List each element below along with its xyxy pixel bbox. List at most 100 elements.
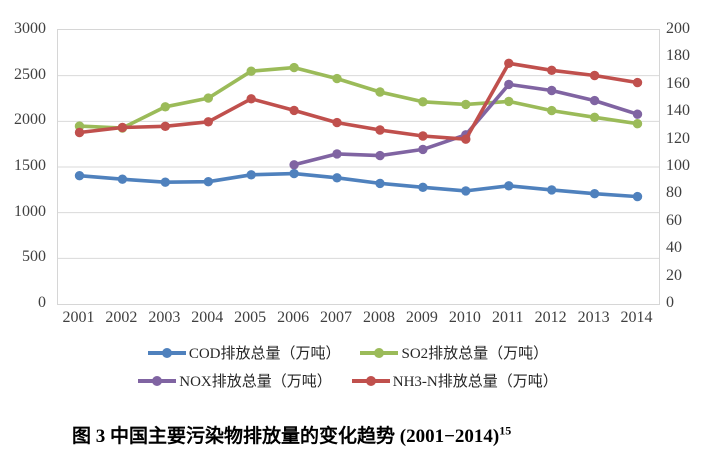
legend-line-marker-icon [360,347,399,358]
series-marker-3 [117,122,128,133]
series-marker-1 [504,96,514,107]
series-marker-0 [418,182,428,192]
series-marker-0 [375,178,385,189]
x-axis-tick: 2011 [492,309,524,326]
series-marker-1 [203,93,213,103]
series-marker-0 [547,185,557,195]
series-marker-2 [504,79,514,90]
y-axis-left-tick: 1000 [14,202,46,220]
series-marker-1 [246,66,256,76]
legend-label: SO2排放总量（万吨） [401,346,549,362]
series-marker-3 [246,94,256,104]
x-axis-tick: 2008 [362,309,395,326]
series-marker-0 [504,181,514,191]
x-axis-tick: 2006 [277,309,310,326]
legend-marker-dot [161,347,172,358]
series-marker-1 [418,97,428,107]
x-axis-tick: 2013 [577,309,610,326]
x-axis-tick: 2012 [534,309,567,326]
series-marker-1 [547,105,557,116]
x-axis-tick: 2004 [191,309,224,326]
series-line-1 [77,65,640,130]
series-marker-0 [117,174,128,184]
series-marker-1 [375,87,385,97]
series-marker-3 [289,105,299,116]
legend-row: NOX排放总量（万吨） NH3-N排放总量（万吨） [138,370,558,391]
y-axis-right-tick: 100 [666,157,690,174]
series-marker-2 [289,160,299,170]
y-axis-right-tick: 60 [666,211,682,229]
legend-item: NOX排放总量（万吨） [138,370,332,391]
x-axis-tick: 2009 [405,309,438,326]
y-axis-right-tick: 180 [666,47,690,65]
x-axis-tick: 2003 [148,309,181,326]
y-axis-right-tick: 160 [666,74,690,92]
series-marker-0 [589,189,600,199]
series-marker-0 [246,170,256,180]
series-marker-3 [160,121,170,131]
y-axis-right-tick: 0 [666,294,674,311]
series-marker-3 [632,77,643,88]
legend-item: COD排放总量（万吨） [147,342,340,363]
x-axis-tick: 2010 [448,309,481,326]
series-marker-2 [375,150,385,161]
legend-row: COD排放总量（万吨） SO2排放总量（万吨） [147,342,548,363]
legend-line-marker-icon [138,375,177,386]
series-line-3 [77,61,640,141]
chart-canvas [58,58,659,259]
series-marker-3 [332,117,342,128]
legend-item: SO2排放总量（万吨） [360,342,548,363]
y-axis-left-tick: 1500 [14,157,46,174]
y-axis-right-tick: 40 [666,239,682,257]
series-marker-3 [418,131,428,141]
series-marker-2 [418,144,428,155]
series-marker-3 [504,58,514,68]
series-marker-2 [632,109,643,119]
series-marker-3 [203,117,213,127]
series-marker-0 [332,173,342,183]
series-marker-2 [332,149,342,159]
x-axis-tick: 2002 [105,309,138,326]
y-axis-right-tick: 120 [666,129,690,147]
series-marker-0 [632,191,643,202]
series-marker-3 [589,70,600,81]
figure-caption-text: 图 3 中国主要污染物排放量的变化趋势 (2001−2014) [72,426,500,447]
y-axis-right-tick: 80 [666,184,682,202]
series-marker-0 [160,177,170,187]
series-marker-0 [461,186,471,196]
series-marker-3 [375,125,385,135]
series-marker-0 [203,177,213,187]
series-marker-3 [74,127,85,138]
legend-marker-dot [365,375,376,386]
series-marker-2 [547,85,557,96]
series-marker-0 [74,171,85,181]
legend-marker-dot [374,347,385,358]
legend-label: NH3-N排放总量（万吨） [392,374,558,390]
legend-line-marker-icon [147,347,186,358]
y-axis-right-tick: 140 [666,102,690,120]
series-marker-1 [461,99,471,110]
series-marker-0 [289,168,299,179]
series-marker-1 [589,112,600,123]
x-axis-tick: 2001 [62,309,95,326]
legend-label: NOX排放总量（万吨） [179,374,332,390]
series-marker-3 [461,134,471,144]
y-axis-left-tick: 0 [38,294,46,311]
y-axis-right-tick: 200 [666,20,690,37]
series-marker-1 [289,62,299,73]
legend-marker-dot [152,375,163,386]
y-axis-left-tick: 500 [22,248,46,266]
x-axis-tick: 2007 [320,309,353,326]
plot-area [57,29,660,305]
figure-caption: 图 3 中国主要污染物排放量的变化趋势 (2001−2014)15 [72,421,511,448]
y-axis-right-tick: 20 [666,266,682,284]
legend-item: NH3-N排放总量（万吨） [351,370,558,391]
legend-line-marker-icon [351,375,390,386]
series-marker-2 [589,95,600,106]
y-axis-left-tick: 2000 [14,111,46,129]
chart-legend: COD排放总量（万吨） SO2排放总量（万吨） NOX排放总量（万吨） NH3-N排放… [0,342,696,391]
y-axis-left-tick: 3000 [14,20,46,37]
x-axis-tick: 2014 [620,309,653,326]
x-axis-tick: 2005 [234,309,267,326]
